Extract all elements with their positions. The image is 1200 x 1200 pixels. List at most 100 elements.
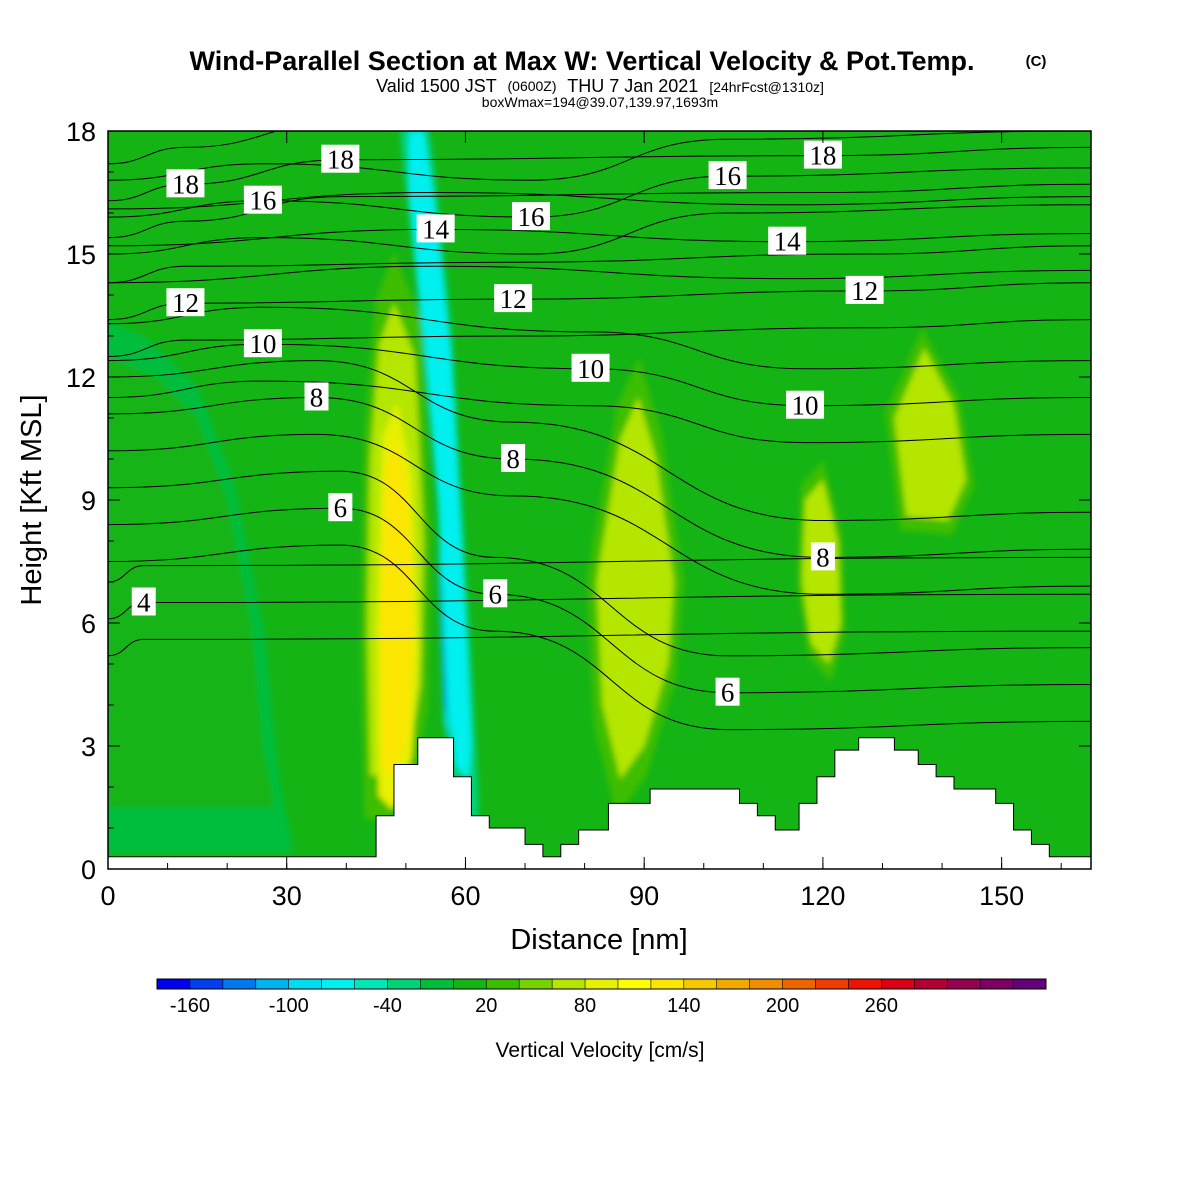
valid-date-text: THU 7 Jan 2021 [567, 76, 698, 96]
colorbar-swatch [848, 979, 882, 989]
y-tick-label: 6 [81, 609, 96, 639]
contour-label-text: 12 [172, 288, 199, 318]
colorbar-tick-label: 80 [574, 995, 596, 1017]
contour-label-text: 12 [500, 284, 527, 314]
isentrope-line [108, 183, 1091, 239]
isentrope-line [108, 131, 279, 165]
contour-label: 16 [511, 202, 550, 232]
colorbar-tick-label: 140 [667, 995, 700, 1017]
copyright-mark: (C) [1026, 53, 1047, 70]
isentrope-line [108, 319, 1091, 357]
isentrope-line [108, 380, 1091, 444]
contour-label-text: 6 [334, 493, 348, 523]
contour-label-text: 8 [816, 542, 830, 572]
x-tick-label: 120 [800, 881, 845, 911]
colorbar-swatch [321, 979, 356, 989]
colorbar-swatch [157, 979, 191, 989]
colorbar-swatch [222, 979, 257, 989]
colorbar-swatch [980, 979, 1014, 989]
terrain-profile [108, 737, 1091, 869]
contour-label-box [571, 353, 610, 382]
colorbar-swatch [189, 979, 224, 989]
contour-label-text: 8 [506, 444, 520, 474]
colorbar-swatch [947, 979, 981, 989]
contour-label: 18 [321, 144, 360, 175]
contour-label-box [131, 587, 156, 616]
y-tick-label: 15 [66, 240, 96, 270]
contour-label-text: 12 [851, 276, 878, 306]
contour-label-box [166, 288, 205, 317]
isentrope-line [108, 507, 1091, 694]
contour-label-box [321, 144, 360, 173]
contour-label-text: 6 [721, 678, 735, 708]
contour-label-box [768, 226, 807, 255]
x-tick-label: 0 [100, 881, 115, 911]
contour-label-text: 14 [774, 227, 802, 257]
colorbar-swatch [782, 979, 817, 989]
colorbar-tick-label: 200 [766, 995, 799, 1017]
contour-label: 12 [494, 284, 533, 314]
contour-label: 12 [166, 288, 205, 318]
shading-downdraft-lee [408, 131, 472, 779]
contour-label-box [708, 161, 747, 190]
isentrope-line [108, 131, 1091, 181]
x-tick-label: 30 [272, 881, 302, 911]
contour-label: 4 [131, 587, 156, 618]
colorbar-swatch [617, 979, 652, 989]
colorbar-tick-label: 260 [865, 995, 898, 1017]
y-tick-label: 9 [81, 486, 96, 516]
contour-label-text: 10 [792, 391, 819, 421]
contour-label: 16 [243, 185, 282, 216]
colorbar-swatch [519, 979, 553, 989]
contour-label: 18 [803, 140, 842, 171]
colorbar-swatch [486, 979, 520, 989]
isentrope-line [108, 556, 1091, 583]
colorbar-label: Vertical Velocity [cm/s] [496, 1039, 705, 1062]
contour-label-box [715, 677, 740, 706]
colorbar-swatch [749, 979, 784, 989]
contour-label-box [243, 185, 282, 214]
contour-label-text: 16 [517, 202, 544, 232]
contour-label-text: 4 [137, 588, 151, 618]
valid-time-line: Valid 1500 JST (0600Z) THU 7 Jan 2021 [2… [376, 75, 824, 96]
colorbar-tick-label: 20 [475, 995, 497, 1017]
colorbar-swatch [552, 979, 586, 989]
colorbar-swatch [585, 979, 619, 989]
shading-updraft-central [596, 397, 674, 779]
colorbar-tick-label: -100 [269, 995, 309, 1017]
isentrope-line [108, 630, 1091, 657]
isentrope-line [108, 396, 1091, 558]
isentrope-line [108, 360, 1091, 522]
colorbar-swatch [914, 979, 948, 989]
x-tick-label: 90 [629, 881, 659, 911]
contour-label-text: 8 [310, 383, 324, 413]
forecast-info-text: [24hrFcst@1310z] [709, 79, 824, 95]
contour-label: 14 [416, 214, 455, 244]
colorbar-swatch [815, 979, 849, 989]
isentrope-line [108, 306, 1091, 370]
contour-label-box [845, 275, 884, 304]
contour-label-text: 14 [422, 214, 450, 244]
shading-left-plain [108, 356, 275, 808]
colorbar-swatch [387, 979, 421, 989]
colorbar-swatch [255, 979, 290, 989]
contour-label-box [166, 169, 205, 198]
contour-label-text: 16 [714, 161, 741, 191]
contour-label-box [511, 202, 550, 231]
contour-label-box [483, 579, 508, 608]
contour-label-text: 10 [249, 329, 276, 359]
contour-label: 14 [768, 226, 807, 257]
contour-label-box [328, 493, 353, 522]
x-tick-label: 60 [450, 881, 480, 911]
contour-labels: 4 6 6 6 8 8 8 10 10 10 12 12 12 14 14 16 16 16 18 18 18 [131, 140, 884, 708]
contour-label-text: 18 [327, 145, 354, 175]
y-tick-label: 12 [66, 363, 96, 393]
colorbar-tick-label: -40 [373, 995, 402, 1017]
colorbar-swatch [453, 979, 487, 989]
contour-label: 8 [810, 542, 835, 572]
contour-label: 18 [166, 169, 205, 199]
contour-label: 10 [786, 390, 825, 421]
valid-time-text: Valid 1500 JST [376, 76, 497, 96]
y-tick-label: 3 [81, 732, 96, 762]
